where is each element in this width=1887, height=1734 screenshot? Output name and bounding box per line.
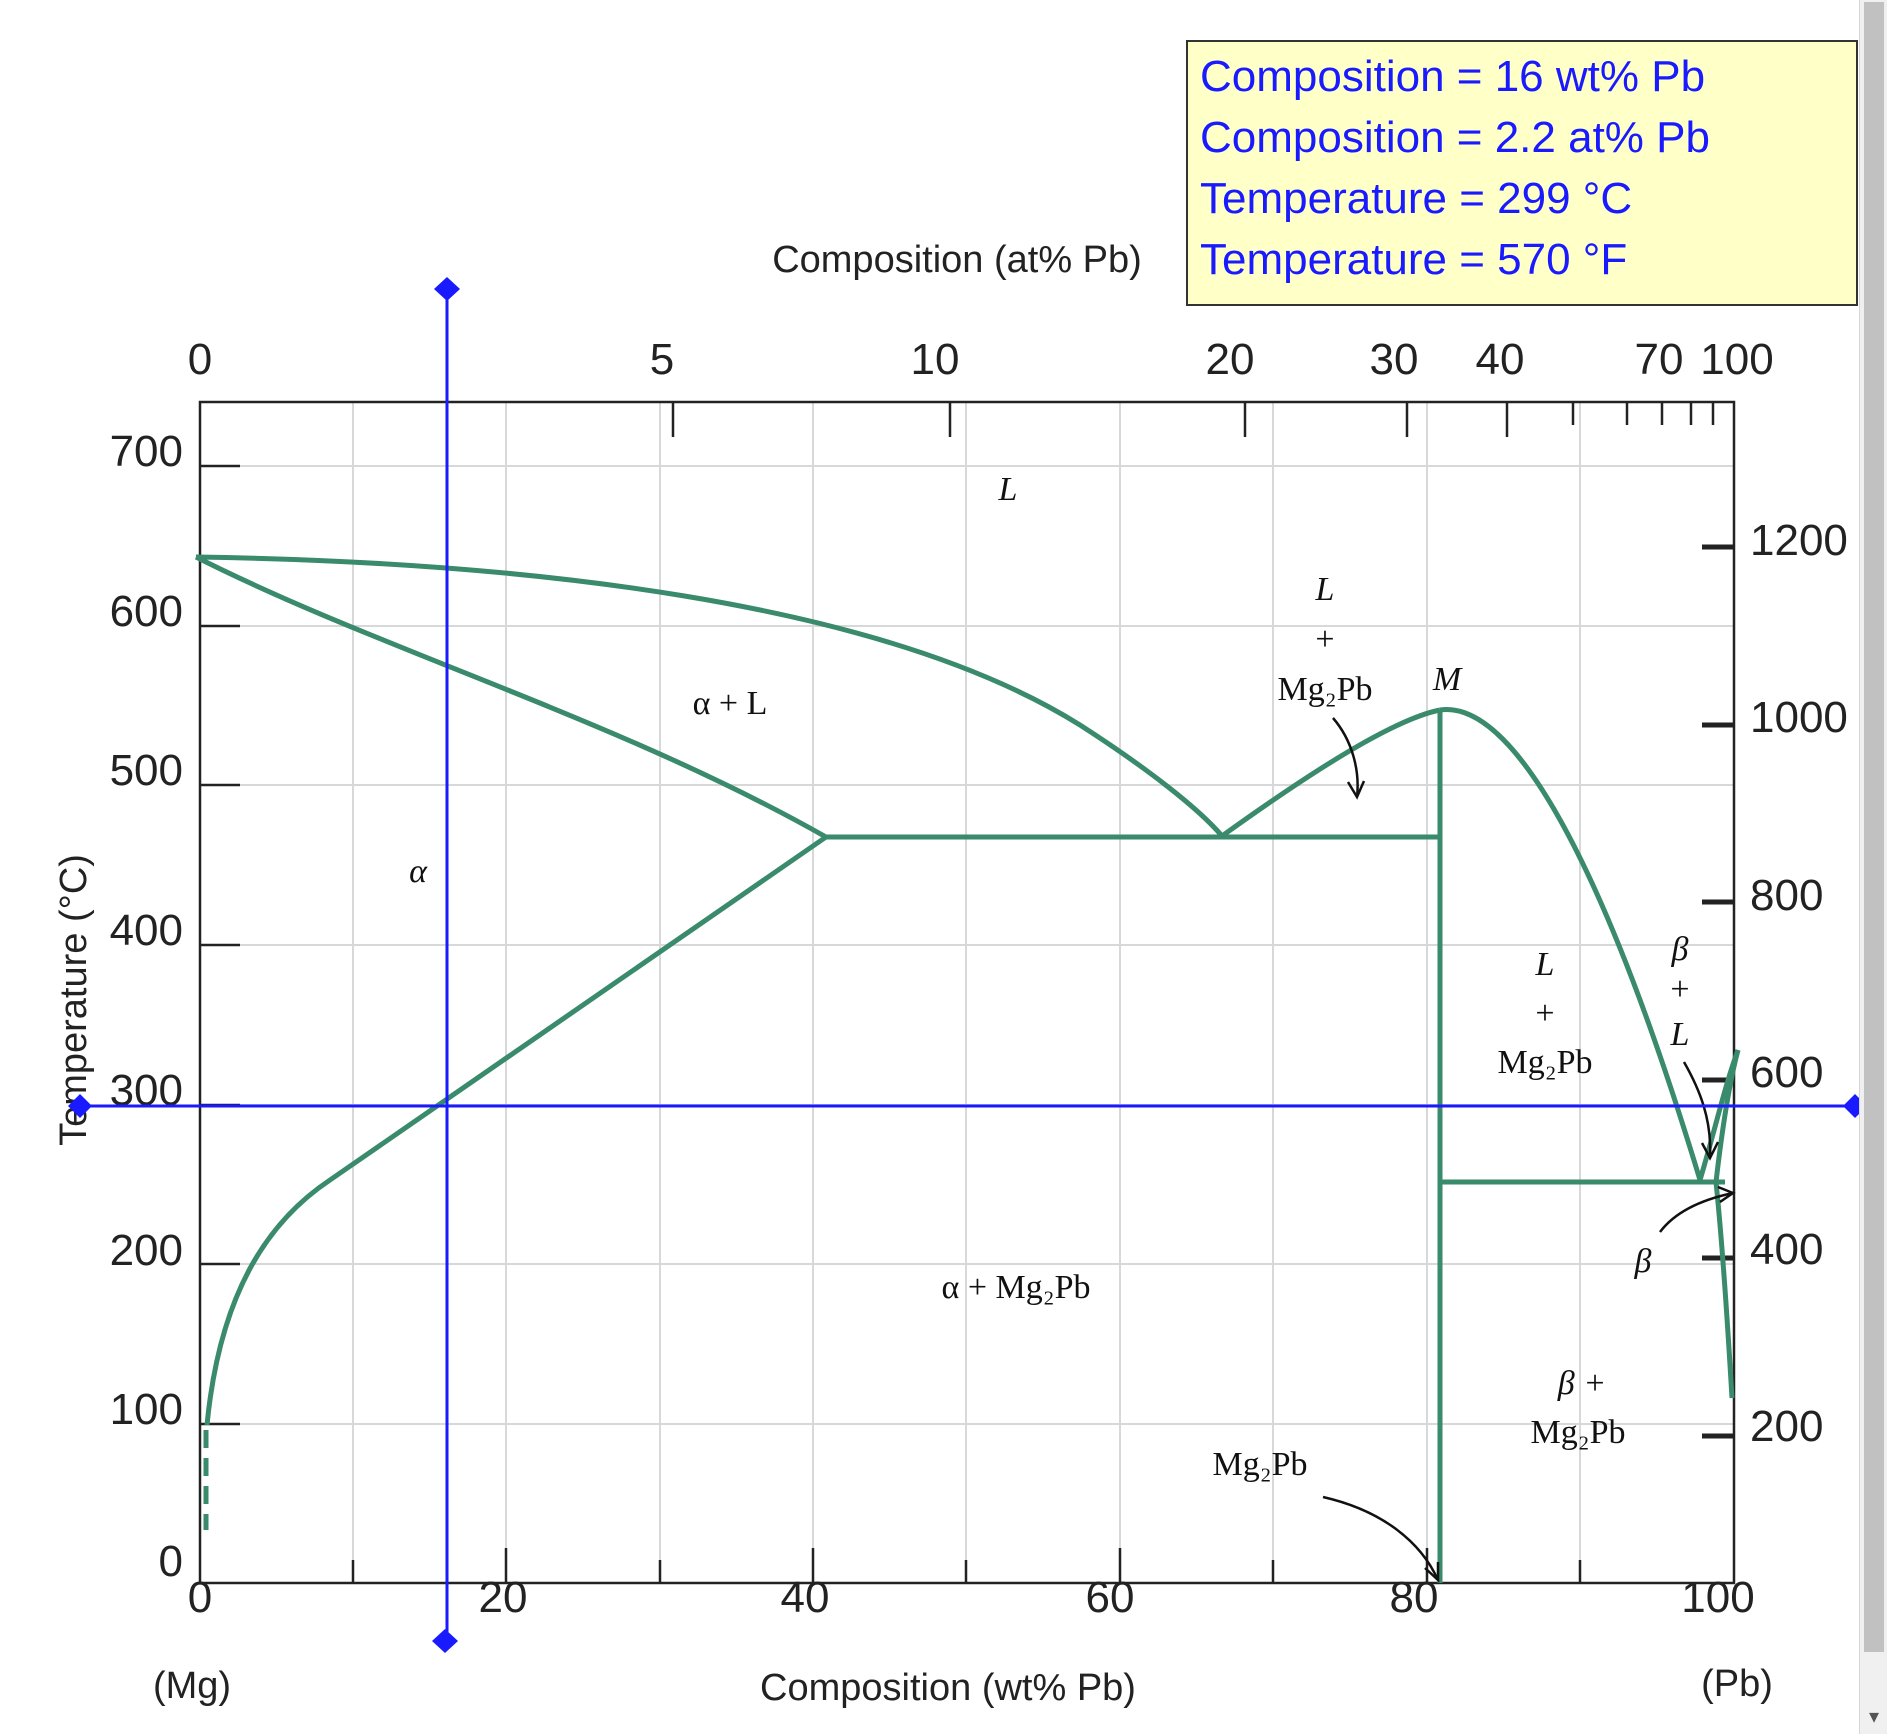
top-tick-label: 30 <box>1370 335 1419 384</box>
left-tick-label: 700 <box>110 427 183 476</box>
readout-composition-at: Composition = 2.2 at% Pb <box>1200 113 1710 162</box>
region-labels: L α + L α α + Mg₂Pb L + Mg₂Pb M L + Mg₂P… <box>409 471 1690 1483</box>
readout-composition-wt: Composition = 16 wt% Pb <box>1200 52 1706 101</box>
bottom-tick-label: 0 <box>188 1573 212 1622</box>
left-end-label: (Mg) <box>153 1665 231 1707</box>
alpha-label: α <box>409 853 428 890</box>
beta-l-beta: β <box>1671 931 1689 968</box>
top-tick-labels: 0 5 10 20 30 40 70 100 <box>188 335 1774 384</box>
l-mg2pb-top-plus: + <box>1315 621 1334 658</box>
m-point-label: M <box>1432 661 1463 698</box>
mg2pb-label: Mg₂Pb <box>1213 1446 1308 1483</box>
top-tick-label: 70 <box>1635 335 1684 384</box>
bottom-tick-label: 100 <box>1681 1573 1754 1622</box>
liquidus-mg2pb-right <box>1439 707 1703 1181</box>
top-tick-label: 10 <box>911 335 960 384</box>
top-tick-label: 40 <box>1476 335 1525 384</box>
left-tick-label: 100 <box>110 1385 183 1434</box>
readout-box: Composition = 16 wt% Pb Composition = 2.… <box>1186 40 1858 306</box>
bottom-axis-title: Composition (wt% Pb) <box>760 1667 1136 1709</box>
l-mg2pb-right-l: L <box>1535 946 1555 983</box>
scroll-down-arrow-icon[interactable]: ▾ <box>1868 1704 1880 1728</box>
bottom-tick-label: 60 <box>1086 1573 1135 1622</box>
left-tick-label: 300 <box>110 1066 183 1115</box>
l-mg2pb-top-cmp: Mg₂Pb <box>1278 671 1373 708</box>
top-tick-label: 100 <box>1700 335 1773 384</box>
top-tick-label: 5 <box>650 335 674 384</box>
solidus-beta <box>1713 1049 1741 1183</box>
beta-label: β <box>1634 1243 1652 1280</box>
alpha-mg2pb-label: α + Mg₂Pb <box>942 1269 1091 1306</box>
left-tick-label: 500 <box>110 746 183 795</box>
left-tick-labels: 0 100 200 300 400 500 600 700 <box>110 427 183 1586</box>
liquid-label: L <box>998 471 1018 508</box>
solvus-alpha <box>204 834 828 1426</box>
cursor[interactable] <box>68 277 1867 1653</box>
liquidus-mg2pb-left <box>1220 707 1441 839</box>
arrow-beta <box>1659 1191 1734 1233</box>
left-tick-label: 600 <box>110 587 183 636</box>
vertical-scrollbar[interactable]: ▾ <box>1859 0 1887 1734</box>
alpha-liquid-label: α + L <box>693 685 768 722</box>
right-tick-label: 1000 <box>1750 693 1848 742</box>
grid-lines <box>200 402 1735 1583</box>
bottom-tick-label: 20 <box>479 1573 528 1622</box>
l-mg2pb-right-cmp: Mg₂Pb <box>1498 1044 1593 1081</box>
arrow-mg2pb <box>1322 1495 1440 1581</box>
left-axis-title: Temperature (°C) <box>53 854 95 1146</box>
top-axis-title: Composition (at% Pb) <box>772 239 1142 281</box>
right-tick-label: 600 <box>1750 1048 1823 1097</box>
right-tick-label: 800 <box>1750 871 1823 920</box>
top-tick-label: 20 <box>1206 335 1255 384</box>
left-tick-label: 200 <box>110 1226 183 1275</box>
left-tick-label: 0 <box>159 1537 183 1586</box>
solvus-beta <box>1713 1181 1735 1399</box>
scrollbar-thumb[interactable] <box>1864 2 1884 1652</box>
cursor-left-handle[interactable] <box>68 1094 92 1118</box>
right-tick-label: 200 <box>1750 1402 1823 1451</box>
solidus-alpha <box>194 554 828 840</box>
beta-l-l: L <box>1670 1016 1690 1053</box>
annotation-arrows <box>1322 717 1736 1583</box>
right-tick-labels: 200 400 600 800 1000 1200 <box>1750 516 1848 1451</box>
top-tick-label: 0 <box>188 335 212 384</box>
bottom-tick-label: 40 <box>781 1573 830 1622</box>
arrow-l-mg2pb <box>1332 717 1359 798</box>
l-mg2pb-right-plus: + <box>1535 995 1554 1032</box>
left-tick-label: 400 <box>110 906 183 955</box>
cursor-top-handle[interactable] <box>434 277 460 301</box>
liquidus-alpha <box>195 554 1224 838</box>
bottom-tick-labels: 0 20 40 60 80 100 <box>188 1573 1755 1622</box>
right-tick-label: 400 <box>1750 1225 1823 1274</box>
right-end-label: (Pb) <box>1701 1663 1773 1705</box>
beta-mg2pb-cmp: Mg₂Pb <box>1531 1414 1626 1451</box>
beta-mg2pb-top: β + <box>1557 1365 1606 1402</box>
readout-temperature-f: Temperature = 570 °F <box>1200 235 1628 284</box>
readout-temperature-c: Temperature = 299 °C <box>1200 174 1633 223</box>
beta-l-plus: + <box>1670 971 1689 1008</box>
right-tick-label: 1200 <box>1750 516 1848 565</box>
bottom-tick-label: 80 <box>1390 1573 1439 1622</box>
cursor-bottom-handle[interactable] <box>432 1629 458 1653</box>
l-mg2pb-top-l: L <box>1315 571 1335 608</box>
phase-boundaries <box>194 554 1741 1583</box>
